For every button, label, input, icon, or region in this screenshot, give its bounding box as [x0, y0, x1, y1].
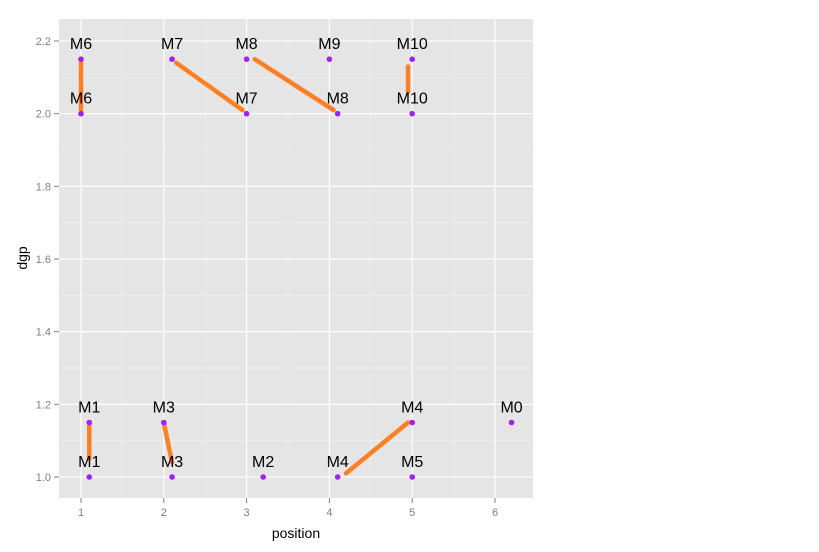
x-tick-label: 2 [161, 507, 167, 519]
data-point [409, 56, 416, 63]
x-axis: 1 2 3 4 5 6 [78, 498, 498, 519]
point-label: M3 [161, 454, 183, 471]
point-label: M7 [161, 36, 183, 53]
segment-line [161, 420, 175, 465]
data-point [326, 56, 333, 63]
point-label: M4 [401, 400, 423, 417]
point-label: M3 [153, 400, 175, 417]
point-label: M0 [500, 400, 522, 417]
y-tick-label: 1.2 [36, 399, 51, 411]
point-label: M8 [327, 91, 349, 108]
point-label: M5 [401, 454, 423, 471]
major-gridlines [59, 19, 533, 498]
point-label: M10 [397, 36, 428, 53]
data-points [78, 56, 515, 480]
point-label: M8 [235, 36, 257, 53]
point-label: M1 [78, 454, 100, 471]
y-tick-label: 2.0 [36, 109, 51, 121]
point-label: M2 [252, 454, 274, 471]
y-tick-label: 1.8 [36, 181, 51, 193]
data-point [161, 419, 167, 426]
y-axis: 1.0 1.2 1.4 1.6 1.8 2.0 2.2 [36, 36, 59, 484]
data-point [260, 474, 266, 480]
data-point [169, 56, 175, 63]
data-point [243, 110, 250, 117]
point-label: M9 [318, 36, 340, 53]
x-tick-label: 4 [326, 507, 332, 519]
data-point [508, 419, 515, 426]
segment-line [173, 60, 245, 113]
y-tick-label: 1.6 [36, 254, 51, 266]
data-point [334, 110, 341, 117]
x-tick-label: 5 [409, 507, 415, 519]
y-tick-label: 2.2 [36, 36, 51, 48]
x-axis-title: position [272, 525, 320, 541]
data-point [334, 474, 341, 480]
data-point [169, 474, 175, 480]
data-point [409, 474, 416, 480]
point-labels: M6 M6 M7 M7 M8 M8 M9 M10 M10 M1 M1 M3 M3 M2 M4 M4 M5 M0 [70, 36, 523, 471]
y-tick-label: 1.0 [36, 472, 51, 484]
point-label: M1 [78, 400, 100, 417]
data-point [409, 110, 416, 117]
point-label: M10 [397, 91, 428, 108]
data-point [243, 56, 250, 63]
data-point [86, 474, 93, 480]
point-label: M6 [70, 91, 92, 108]
point-label: M7 [235, 91, 257, 108]
point-label: M4 [327, 454, 349, 471]
segment-line [343, 420, 411, 476]
point-label: M6 [70, 36, 92, 53]
x-tick-label: 3 [244, 507, 250, 519]
segment-line [252, 56, 336, 113]
x-tick-label: 1 [78, 507, 84, 519]
data-point [78, 56, 84, 63]
x-tick-label: 6 [492, 507, 498, 519]
y-tick-label: 1.4 [36, 327, 51, 339]
y-axis-title: dgp [14, 246, 30, 270]
orange-segments [78, 56, 411, 476]
data-point [78, 110, 84, 117]
data-point [86, 419, 93, 426]
data-point [409, 419, 416, 426]
